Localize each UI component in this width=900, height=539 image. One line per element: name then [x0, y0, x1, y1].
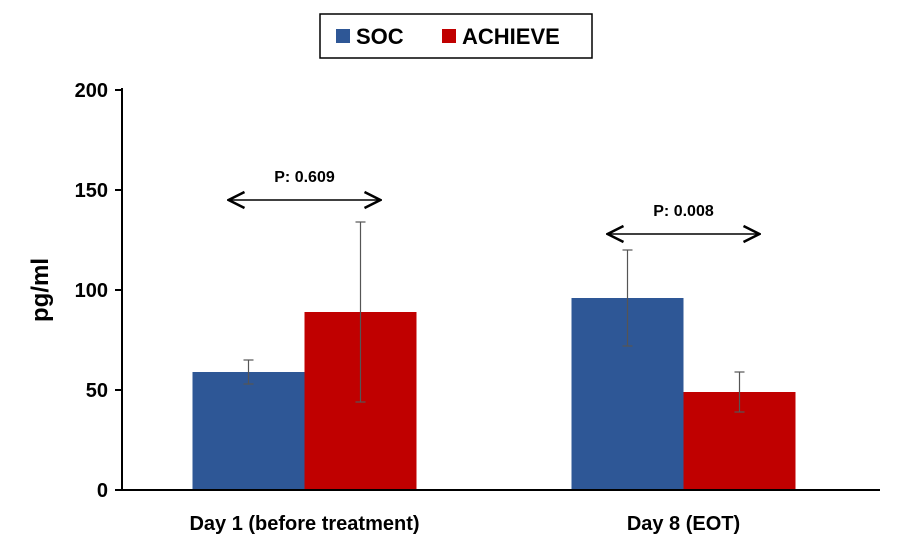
y-tick-label: 100 — [75, 280, 108, 302]
y-tick-label: 50 — [86, 380, 108, 402]
bars — [192, 298, 796, 490]
significance-annotations: P: 0.609 P: 0.008 — [229, 169, 760, 234]
legend: SOC ACHIEVE — [319, 13, 593, 59]
y-tick-label: 200 — [75, 80, 108, 102]
legend-swatch-achieve — [442, 29, 456, 43]
error-bars — [243, 221, 745, 413]
y-tick-label: 0 — [97, 480, 108, 502]
y-axis-ticks: 0 50 100 150 200 — [75, 80, 122, 502]
legend-label-soc: SOC — [356, 24, 404, 49]
legend-label-achieve: ACHIEVE — [462, 24, 560, 49]
bar-soc-1 — [192, 372, 305, 490]
y-tick-label: 150 — [75, 180, 108, 202]
legend-swatch-soc — [336, 29, 350, 43]
p-value-label: P: 0.008 — [653, 203, 714, 220]
p-value-label: P: 0.609 — [274, 169, 335, 186]
x-category-label: Day 8 (EOT) — [627, 513, 740, 535]
x-axis-labels: Day 1 (before treatment) Day 8 (EOT) — [189, 513, 740, 535]
x-category-label: Day 1 (before treatment) — [189, 513, 419, 535]
y-axis-label: pg/ml — [27, 258, 54, 322]
